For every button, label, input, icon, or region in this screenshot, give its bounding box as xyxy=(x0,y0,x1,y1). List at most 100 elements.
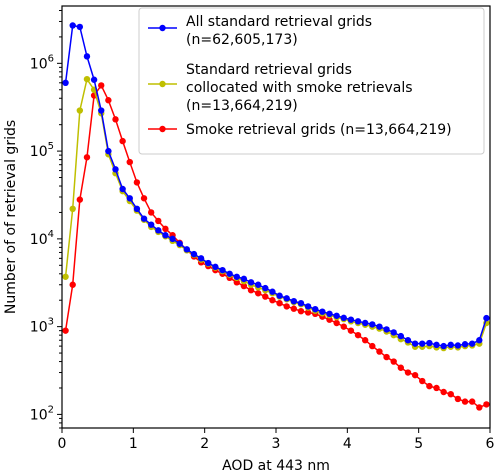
data-point xyxy=(76,196,84,203)
data-point xyxy=(319,308,326,315)
data-point xyxy=(297,307,305,315)
data-point xyxy=(333,312,340,319)
x-tick-label: 1 xyxy=(129,436,138,452)
data-point xyxy=(383,326,390,333)
data-point xyxy=(105,97,112,104)
data-point xyxy=(426,382,433,390)
x-tick-label: 5 xyxy=(414,436,423,452)
data-point xyxy=(361,337,369,344)
data-point xyxy=(397,332,405,340)
legend-box xyxy=(138,7,485,155)
data-point xyxy=(83,53,91,60)
legend: All standard retrieval grids (n=62,605,17… xyxy=(138,7,485,155)
data-point xyxy=(98,82,105,89)
x-tick-label: 0 xyxy=(58,436,67,452)
data-point xyxy=(133,179,141,186)
legend-entry-0: All standard retrieval grids (n=62,605,17… xyxy=(148,14,372,48)
legend-swatch-marker xyxy=(159,80,166,88)
data-point xyxy=(62,327,69,334)
data-point xyxy=(112,166,119,173)
x-axis-title: AOD at 443 nm xyxy=(222,458,330,474)
y-tick-exponent: 3 xyxy=(48,317,54,328)
data-point xyxy=(390,329,397,336)
data-point xyxy=(483,401,490,408)
data-point xyxy=(340,323,347,330)
series-0 xyxy=(62,22,490,350)
data-point xyxy=(290,297,298,305)
data-point xyxy=(133,205,141,213)
data-point xyxy=(119,137,126,145)
data-point xyxy=(404,337,412,344)
data-point xyxy=(290,305,298,312)
data-point xyxy=(468,398,476,405)
data-point xyxy=(126,158,133,166)
data-point xyxy=(262,284,269,292)
data-point xyxy=(76,23,84,31)
data-point xyxy=(483,314,490,322)
data-point xyxy=(269,288,276,295)
data-point xyxy=(205,259,212,267)
legend-label: All standard retrieval grids xyxy=(186,14,372,30)
data-point xyxy=(476,404,483,411)
data-point xyxy=(147,209,155,216)
y-tick-label: 105 xyxy=(30,141,54,160)
data-point xyxy=(411,371,419,379)
data-point xyxy=(98,107,105,114)
data-point xyxy=(240,275,248,283)
data-point xyxy=(433,384,440,392)
data-point xyxy=(361,319,369,327)
y-tick-label: 103 xyxy=(30,317,54,336)
data-point xyxy=(376,348,383,355)
data-point xyxy=(219,266,226,274)
y-tick-base: 10 xyxy=(30,56,48,72)
data-point xyxy=(183,246,191,253)
y-tick-label: 106 xyxy=(30,53,54,72)
data-point xyxy=(254,290,262,297)
data-point xyxy=(119,185,126,193)
data-point xyxy=(304,309,312,316)
data-point xyxy=(90,76,98,83)
data-point xyxy=(354,331,362,339)
data-point xyxy=(276,292,283,299)
y-tick-label: 102 xyxy=(30,404,54,423)
legend-label: collocated with smoke retrievals xyxy=(186,80,413,96)
y-tick-exponent: 5 xyxy=(48,141,54,152)
data-point xyxy=(105,147,112,155)
series-layer xyxy=(62,22,490,411)
data-point xyxy=(383,353,390,361)
legend-swatch-marker xyxy=(159,24,166,32)
data-point xyxy=(126,195,133,202)
data-point xyxy=(169,235,176,243)
legend-swatch-marker xyxy=(159,125,166,133)
data-point xyxy=(155,217,162,225)
data-point xyxy=(147,221,155,228)
y-tick-exponent: 6 xyxy=(48,53,54,64)
data-point xyxy=(454,395,462,403)
data-point xyxy=(312,306,319,313)
data-point xyxy=(476,337,483,344)
data-point xyxy=(162,232,169,239)
data-point xyxy=(440,388,447,396)
data-point xyxy=(212,263,219,271)
data-point xyxy=(254,281,262,288)
data-point xyxy=(162,225,169,233)
data-point xyxy=(390,358,397,365)
x-axis: 0 1 2 3 4 5 6 xyxy=(58,428,495,452)
data-point xyxy=(304,303,312,310)
data-point xyxy=(419,340,426,347)
x-tick-label: 2 xyxy=(200,436,209,452)
data-point xyxy=(190,250,198,258)
data-point xyxy=(354,318,362,325)
data-point xyxy=(226,270,233,277)
data-point xyxy=(333,319,340,327)
y-tick-base: 10 xyxy=(30,320,48,336)
data-point xyxy=(461,341,469,348)
data-point xyxy=(369,321,376,328)
legend-label: Standard retrieval grids xyxy=(186,62,352,78)
y-tick-exponent: 4 xyxy=(48,229,54,240)
x-tick-label: 6 xyxy=(486,436,495,452)
x-tick-label: 3 xyxy=(272,436,281,452)
data-point xyxy=(140,195,148,202)
